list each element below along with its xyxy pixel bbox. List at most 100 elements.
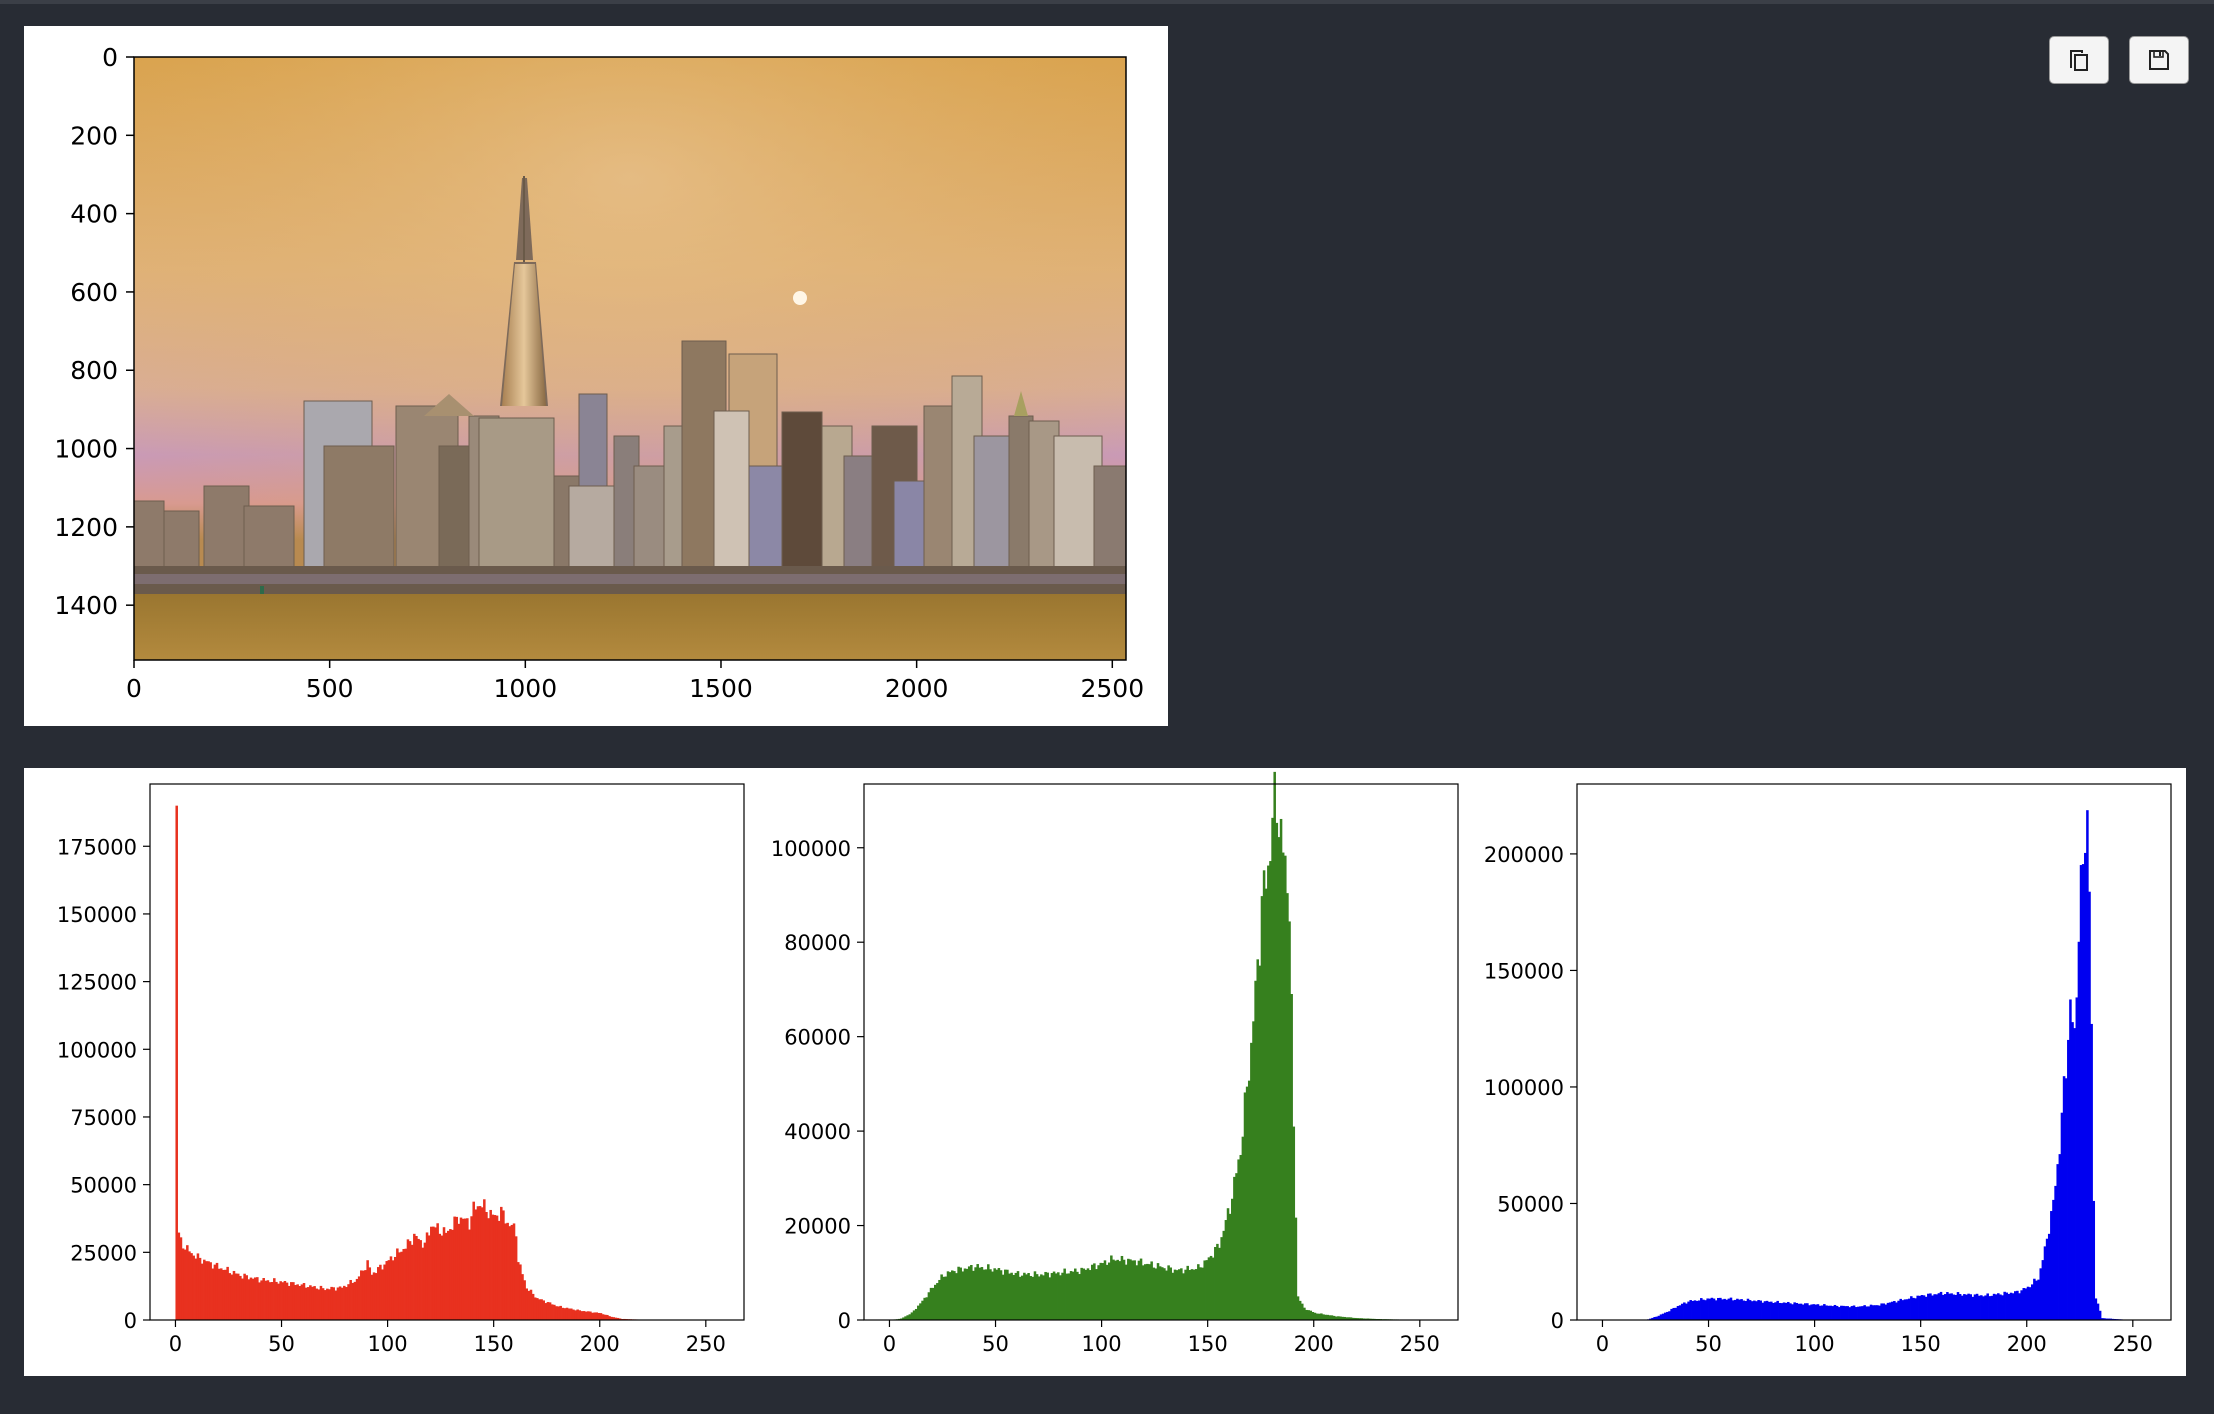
histogram-bar [1982,1296,1985,1320]
histogram-bar [1292,1126,1296,1320]
histogram-bar [258,1282,261,1320]
histogram-bar [2064,1078,2068,1320]
histogram-bar [614,1317,618,1320]
histogram-bar [1171,1272,1175,1320]
histogram-bar [923,1297,926,1320]
histogram-bar [506,1222,509,1320]
histogram-bar [1867,1306,1871,1320]
histogram-bar [1150,1261,1153,1320]
histogram-bar [1956,1292,1960,1320]
histogram-bar [1118,1261,1122,1320]
histogram-bar [2050,1211,2053,1320]
histogram-bar [427,1235,431,1320]
histogram-bar [447,1230,450,1320]
histogram-bar [904,1316,907,1320]
histogram-bar [1897,1300,1900,1320]
histogram-bar [2024,1288,2028,1320]
histogram-bar [2090,1023,2093,1320]
histogram-bar [1814,1304,1818,1320]
histogram-bar [2047,1233,2051,1320]
histogram-bar [510,1224,514,1320]
histogram-bar [298,1286,302,1320]
histogram-bar [1035,1274,1039,1320]
histogram-bar [408,1241,412,1320]
histogram-bar [1054,1273,1058,1320]
histogram-bar [1742,1300,1745,1320]
histogram-bar [553,1304,556,1320]
histogram-bar [1835,1305,1839,1320]
histogram-bar [455,1216,459,1320]
histogram-bar [461,1218,465,1320]
histogram-bar [1110,1255,1113,1320]
x-tick-label: 2000 [885,674,949,703]
copy-button[interactable] [2049,36,2109,84]
histogram-bar [944,1276,948,1320]
histogram-bar [1712,1298,1716,1320]
x-tick-label: 100 [368,1332,408,1356]
histogram-bar [1281,852,1285,1320]
histogram-bar [1275,822,1279,1320]
histogram-bar [213,1264,217,1320]
histogram-bar [1683,1302,1686,1320]
histogram-bar [1137,1260,1141,1320]
histogram-bar [1095,1269,1098,1320]
histogram-bar [561,1307,565,1320]
histogram-bar [1924,1296,1928,1320]
y-tick-label: 0 [124,1309,137,1333]
histogram-bar [336,1287,340,1320]
histogram-bar [963,1268,967,1320]
histogram-bar [906,1315,909,1320]
histogram-bar [1337,1316,1340,1320]
histogram-bar [1823,1304,1826,1320]
histogram-bar [2014,1291,2017,1320]
floppy-disk-icon [2149,50,2169,70]
histogram-bar [381,1269,384,1320]
histogram-bar [1197,1264,1200,1320]
x-tick-label: 0 [1596,1332,1609,1356]
histogram-bar [608,1316,611,1320]
histogram-bar [2033,1278,2036,1320]
histogram-bar [181,1248,185,1320]
histogram-bar [1099,1262,1102,1320]
histogram-bar [1298,1300,1302,1320]
histogram-bar [1105,1264,1109,1320]
histogram-bar [1876,1305,1879,1320]
histogram-bar [1284,855,1287,1320]
histogram-bar [912,1310,916,1320]
histogram-bar [616,1317,620,1320]
histogram-bar [313,1286,316,1320]
histogram-bar [1008,1273,1011,1320]
histogram-plots: 0 50 100 150 200 2500250005000075000100000125… [57,771,2172,1356]
histogram-bar [544,1303,548,1320]
histogram-bar [1994,1294,1998,1320]
histogram-bar [1271,817,1274,1320]
histogram-bar [328,1289,331,1320]
histogram-bar [1980,1295,1983,1320]
histogram-bar [2020,1290,2023,1320]
histogram-bar [1912,1297,1915,1320]
histogram-bar [1211,1257,1215,1320]
histogram-bar [1004,1269,1007,1320]
histogram-bar [967,1266,971,1320]
histogram-bar [936,1283,939,1320]
histogram-bar [991,1271,994,1320]
histogram-bar [474,1209,478,1320]
histogram-bar [2022,1288,2026,1320]
histogram-bar [1339,1316,1342,1320]
histogram-bar [413,1233,416,1320]
histogram-bar [2052,1199,2055,1320]
y-tick-label: 1000 [54,435,118,464]
histogram-bar [1322,1314,1325,1320]
histogram-bar [1935,1294,1939,1320]
histogram-bar [402,1248,405,1320]
histogram-bar [1152,1267,1156,1320]
histogram-bar [1960,1295,1964,1320]
histogram-bar [228,1273,232,1320]
histogram-bar [321,1288,325,1320]
histogram-bar [1704,1300,1707,1320]
histogram-bar [2003,1291,2006,1320]
save-button[interactable] [2129,36,2189,84]
histogram-bar [1097,1265,1100,1320]
histogram-bar [457,1223,461,1320]
histogram-bar [1878,1305,1881,1320]
